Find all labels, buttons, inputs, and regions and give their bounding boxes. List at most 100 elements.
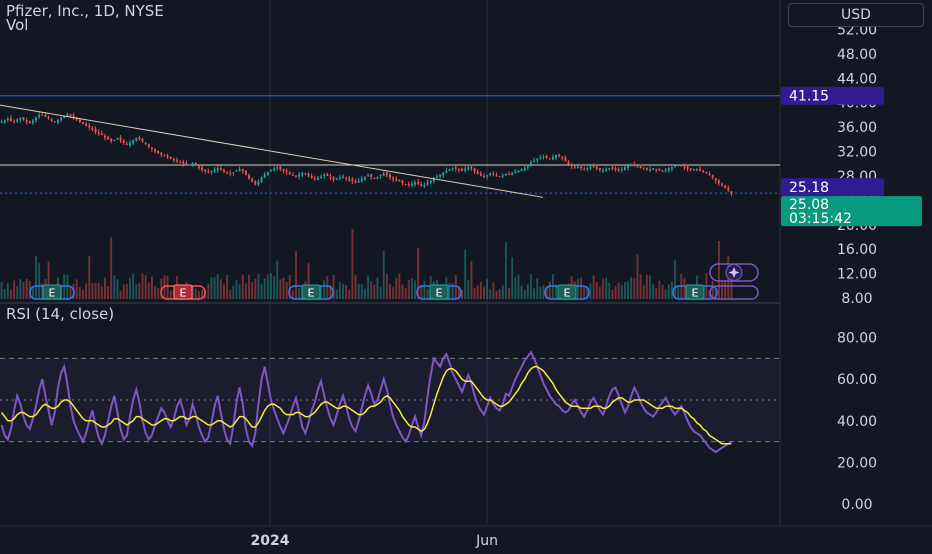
candle-body[interactable]: [248, 175, 250, 179]
candle-body[interactable]: [197, 166, 200, 169]
candle-body[interactable]: [97, 132, 100, 134]
candle-body[interactable]: [639, 166, 642, 169]
candle-body[interactable]: [301, 172, 304, 176]
candle-body[interactable]: [47, 116, 50, 119]
candle-body[interactable]: [122, 140, 125, 144]
candle-body[interactable]: [78, 119, 81, 123]
candle-body[interactable]: [730, 191, 733, 194]
candle-body[interactable]: [536, 158, 539, 161]
descending-trendline[interactable]: [0, 104, 544, 198]
candle-body[interactable]: [226, 172, 229, 174]
candle-body[interactable]: [545, 155, 548, 158]
candle-body[interactable]: [38, 114, 41, 117]
candle-body[interactable]: [232, 172, 235, 174]
horizontal-levels[interactable]: [0, 95, 780, 194]
candle-body[interactable]: [348, 178, 351, 181]
candle-body[interactable]: [702, 170, 705, 173]
candle-body[interactable]: [483, 176, 485, 178]
candle-body[interactable]: [35, 117, 37, 121]
candle-body[interactable]: [573, 166, 576, 168]
candle-body[interactable]: [617, 169, 620, 171]
candle-body[interactable]: [213, 169, 216, 172]
earnings-marker-badge[interactable]: [173, 284, 193, 300]
candle-body[interactable]: [342, 176, 344, 178]
candle-body[interactable]: [66, 114, 69, 117]
candle-body[interactable]: [551, 157, 554, 160]
earnings-marker-badge[interactable]: [685, 284, 705, 300]
candle-body[interactable]: [329, 176, 332, 178]
candle-body[interactable]: [652, 168, 655, 170]
candle-body[interactable]: [561, 156, 564, 159]
candle-body[interactable]: [185, 163, 188, 165]
candle-body[interactable]: [19, 117, 22, 120]
candle-body[interactable]: [3, 120, 6, 123]
candle-body[interactable]: [611, 167, 614, 169]
candle-body[interactable]: [598, 168, 601, 170]
candle-body[interactable]: [204, 169, 207, 172]
candle-body[interactable]: [420, 184, 423, 186]
candle-body[interactable]: [298, 174, 301, 177]
candle-body[interactable]: [154, 149, 156, 152]
candle-body[interactable]: [451, 168, 454, 170]
earnings-marker-badge[interactable]: [429, 284, 449, 300]
candle-body[interactable]: [31, 120, 34, 123]
candle-body[interactable]: [317, 177, 319, 180]
candle-body[interactable]: [514, 171, 517, 173]
candle-body[interactable]: [633, 164, 636, 166]
candle-body[interactable]: [323, 174, 326, 177]
candle-body[interactable]: [423, 184, 426, 187]
candle-body[interactable]: [63, 115, 66, 118]
candle-body[interactable]: [28, 121, 31, 123]
sparkle-icon[interactable]: [728, 267, 740, 278]
candle-body[interactable]: [188, 164, 191, 166]
trendline[interactable]: [0, 104, 544, 198]
candle-body[interactable]: [548, 158, 551, 160]
candle-body[interactable]: [658, 169, 661, 171]
candle-body[interactable]: [711, 175, 714, 178]
candle-body[interactable]: [464, 168, 467, 171]
candle-body[interactable]: [670, 166, 673, 169]
price-axis[interactable]: 52.0048.0044.0040.0036.0032.0028.0024.00…: [837, 23, 877, 514]
candle-body[interactable]: [508, 174, 510, 176]
candle-body[interactable]: [354, 180, 357, 183]
candle-body[interactable]: [664, 169, 667, 171]
candle-body[interactable]: [495, 175, 498, 177]
candle-body[interactable]: [135, 138, 138, 141]
candle-body[interactable]: [57, 119, 59, 123]
candlestick-series[interactable]: [0, 111, 733, 197]
candle-body[interactable]: [241, 169, 244, 172]
candle-body[interactable]: [470, 167, 473, 169]
candle-body[interactable]: [201, 167, 203, 170]
candle-body[interactable]: [461, 168, 463, 172]
time-axis[interactable]: 2024 Jun: [0, 525, 932, 549]
candle-body[interactable]: [530, 162, 532, 165]
candle-body[interactable]: [520, 169, 523, 172]
candle-body[interactable]: [235, 170, 238, 172]
candle-body[interactable]: [338, 177, 341, 179]
candle-body[interactable]: [335, 178, 338, 180]
candle-body[interactable]: [50, 119, 53, 122]
candle-body[interactable]: [125, 143, 128, 145]
candle-body[interactable]: [147, 144, 150, 147]
candle-body[interactable]: [721, 183, 723, 186]
candle-body[interactable]: [107, 136, 110, 140]
candle-body[interactable]: [595, 166, 598, 169]
candle-body[interactable]: [558, 154, 561, 156]
candle-body[interactable]: [436, 176, 438, 178]
candle-body[interactable]: [655, 168, 658, 170]
candle-body[interactable]: [511, 172, 514, 176]
candle-body[interactable]: [13, 121, 16, 123]
candle-body[interactable]: [404, 184, 407, 186]
candle-body[interactable]: [351, 179, 354, 182]
candle-body[interactable]: [589, 166, 592, 169]
candle-body[interactable]: [661, 170, 664, 172]
candle-body[interactable]: [467, 166, 470, 170]
candle-body[interactable]: [110, 138, 113, 142]
candle-body[interactable]: [119, 137, 122, 141]
candle-body[interactable]: [479, 173, 482, 176]
candle-body[interactable]: [263, 174, 266, 178]
candle-body[interactable]: [501, 175, 504, 177]
candle-body[interactable]: [332, 177, 335, 180]
